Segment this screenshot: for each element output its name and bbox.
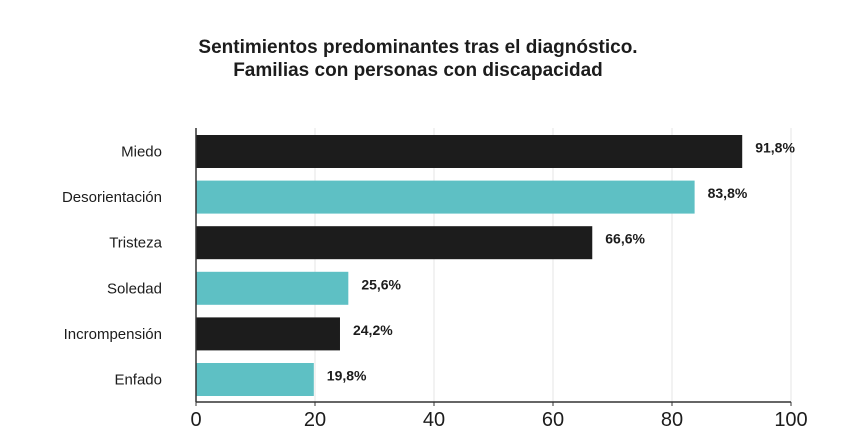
category-label-2: Tristeza [109,235,162,252]
bar-4 [196,317,340,351]
value-label-0: 91,8% [755,140,795,156]
category-label-0: Miedo [121,144,162,161]
x-tick-label-1: 20 [304,409,326,431]
bar-1 [196,180,695,214]
category-label-3: Soledad [107,280,162,297]
chart-title-line-2: Familias con personas con discapacidad [233,60,603,81]
category-label-4: Incrompensión [64,326,162,343]
chart-title-line-1: Sentimientos predominantes tras el diagn… [198,37,637,58]
x-tick-label-3: 60 [542,409,564,431]
value-label-5: 19,8% [327,368,367,384]
x-tick-label-5: 100 [774,409,807,431]
bar-2 [196,226,593,260]
bar-0 [196,135,743,168]
value-label-2: 66,6% [605,231,645,247]
bar-3 [196,271,349,305]
category-label-5: Enfado [114,372,162,389]
value-label-4: 24,2% [353,322,393,338]
x-tick-label-2: 40 [423,409,445,431]
category-label-1: Desorientación [62,189,162,206]
x-tick-label-4: 80 [661,409,683,431]
x-tick-label-0: 0 [190,409,201,431]
bar-5 [196,363,314,396]
value-label-1: 83,8% [708,185,748,201]
value-label-3: 25,6% [361,276,401,292]
